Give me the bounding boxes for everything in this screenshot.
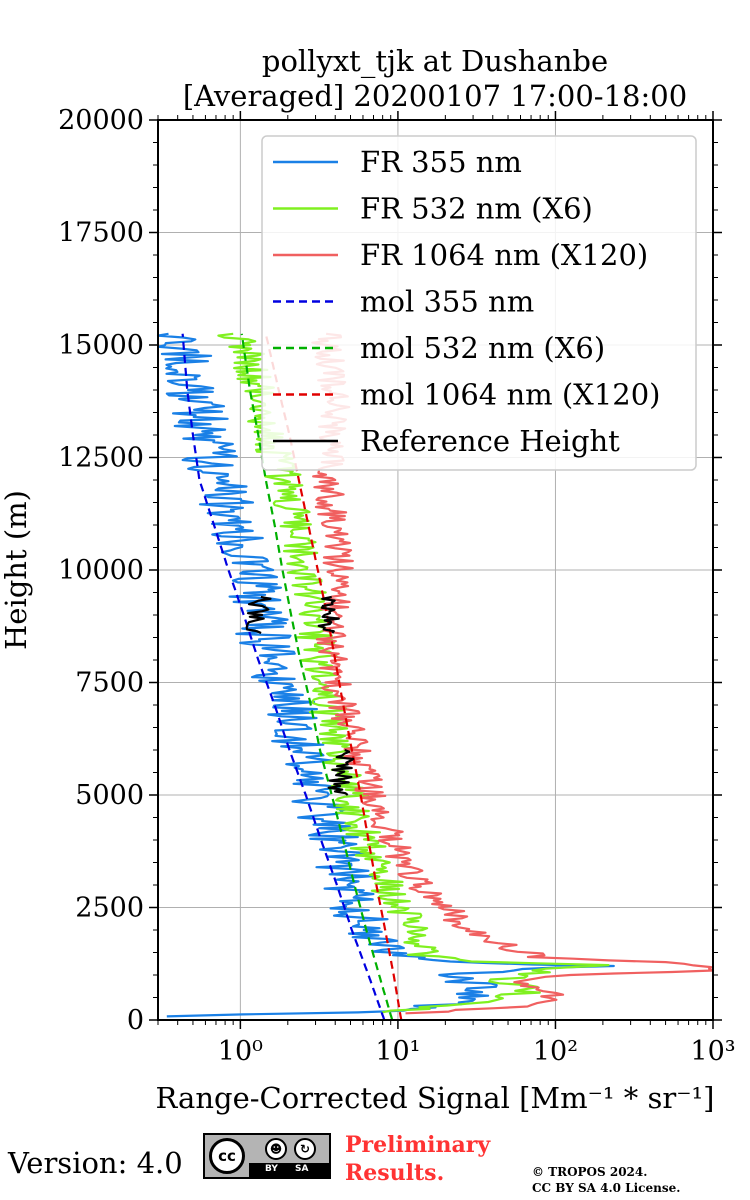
chart-subtitle: [Averaged] 20200107 17:00-18:00 <box>183 79 687 113</box>
legend-entry-label: mol 532 nm (X6) <box>360 331 605 365</box>
y-axis-label: Height (m) <box>0 490 33 650</box>
y-tick-label: 12500 <box>58 443 144 474</box>
y-tick-label: 17500 <box>58 218 144 249</box>
preliminary-line-2: Results. <box>345 1160 445 1186</box>
legend-entry-label: mol 1064 nm (X120) <box>360 378 661 412</box>
legend-entry-label: FR 532 nm (X6) <box>360 192 593 226</box>
chart-title: pollyxt_tjk at Dushanbe <box>262 44 608 79</box>
y-tick-label: 20000 <box>58 105 144 136</box>
copyright-note: © TROPOS 2024. CC BY SA 4.0 License. <box>532 1164 680 1196</box>
series-line-6 <box>245 595 272 635</box>
series-line-4 <box>240 333 394 1021</box>
x-tick-label: 10⁰ <box>218 1036 263 1067</box>
preliminary-results-note: Preliminary Results. <box>345 1131 490 1187</box>
cc-license-badge: cc ☻ ↻ BY SA <box>203 1133 331 1179</box>
y-tick-label: 2500 <box>75 893 144 924</box>
copyright-line-1: © TROPOS 2024. <box>532 1165 648 1179</box>
y-tick-label: 15000 <box>58 330 144 361</box>
cc-logo-icon: cc <box>209 1138 245 1174</box>
legend-box <box>261 135 697 471</box>
license-strip: BY SA <box>249 1163 329 1177</box>
x-axis-label: Range-Corrected Signal [Mm⁻¹ * sr⁻¹] <box>156 1081 715 1115</box>
y-tick-label: 7500 <box>75 668 144 699</box>
series-line-6 <box>317 595 340 634</box>
sa-label: SA <box>295 1164 309 1174</box>
series-line-3 <box>181 333 386 1021</box>
x-tick-label: 10³ <box>690 1036 735 1067</box>
ticks: 10⁰ 10¹ 10² 10³ 0 2500 5000 7500 10000 12500 15000… <box>58 105 736 1067</box>
y-tick-label: 10000 <box>58 555 144 586</box>
legend-entry-label: Reference Height <box>360 424 620 458</box>
x-tick-label: 10² <box>533 1036 578 1067</box>
y-tick-label: 0 <box>127 1005 144 1036</box>
share-alike-icon: ↻ <box>294 1138 316 1160</box>
legend-entry-label: FR 355 nm <box>360 145 522 179</box>
preliminary-line-1: Preliminary <box>345 1132 491 1158</box>
attribution-person-icon: ☻ <box>265 1138 287 1160</box>
series-line-6 <box>327 748 355 796</box>
series-line-0 <box>156 332 615 1018</box>
legend: FR 355 nm FR 532 nm (X6) FR 1064 nm (X120)… <box>261 135 697 471</box>
y-tick-label: 5000 <box>75 780 144 811</box>
by-label: BY <box>265 1164 278 1174</box>
chart: pollyxt_tjk at Dushanbe [Averaged] 20200… <box>0 44 736 1115</box>
legend-entry-label: mol 355 nm <box>360 285 534 319</box>
copyright-line-2: CC BY SA 4.0 License. <box>532 1181 681 1195</box>
legend-entry-label: FR 1064 nm (X120) <box>360 238 648 272</box>
version-label: Version: 4.0 <box>8 1146 183 1180</box>
x-tick-label: 10¹ <box>375 1036 420 1067</box>
